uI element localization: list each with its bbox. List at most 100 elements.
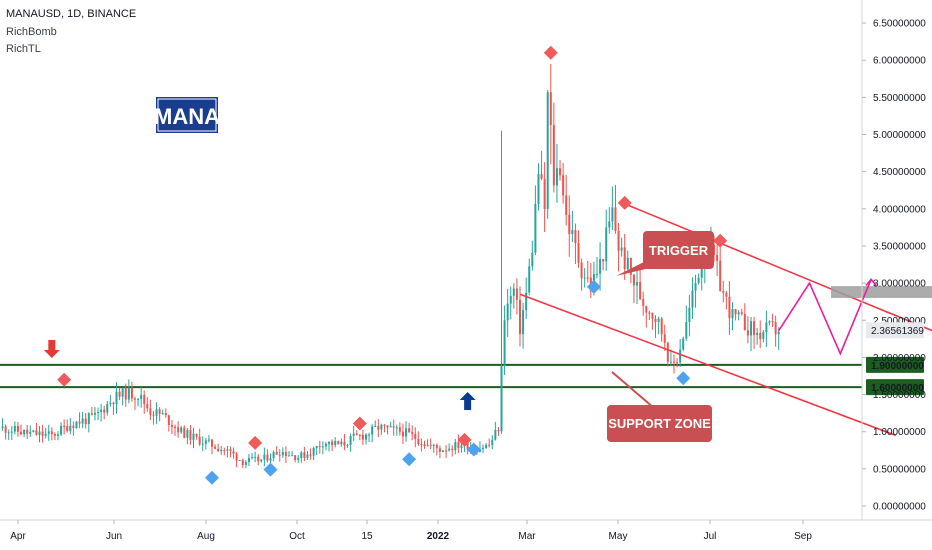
candle <box>266 449 269 463</box>
candle-body <box>124 388 127 400</box>
candle-body <box>491 439 494 446</box>
candle-body <box>247 457 250 462</box>
candle <box>38 426 41 443</box>
candle-body <box>235 453 238 461</box>
candle <box>740 308 743 316</box>
candle-body <box>69 425 72 432</box>
candle-body <box>63 425 66 427</box>
candle-body <box>725 292 728 297</box>
candle-body <box>629 257 632 275</box>
candle <box>386 425 389 435</box>
candle <box>580 258 583 291</box>
candle <box>53 432 56 441</box>
candle <box>574 223 577 264</box>
sell-signal-marker <box>713 233 728 248</box>
candle-body <box>106 403 109 413</box>
candle <box>756 327 759 345</box>
candle <box>195 433 198 440</box>
price-axis[interactable]: 0.00000000 0.50000000 1.00000000 1.50000000… <box>861 0 926 520</box>
candle <box>60 422 63 437</box>
candle <box>331 439 334 452</box>
candle-body <box>334 441 337 446</box>
candle-body <box>485 444 488 448</box>
candle-body <box>214 446 217 449</box>
candle-body <box>303 452 306 458</box>
candle <box>69 418 72 435</box>
candle-body <box>389 426 392 428</box>
candle-body <box>700 264 703 278</box>
candle-body <box>23 429 26 435</box>
support-price-label: 1.90000000 <box>871 361 924 372</box>
candle-body <box>457 442 460 448</box>
candle-body <box>685 321 688 339</box>
sell-signal-marker <box>352 416 367 431</box>
support-price-badge <box>866 356 924 373</box>
indicator-richtl[interactable]: RichTL <box>6 43 41 55</box>
candle <box>432 443 435 453</box>
candle-body <box>648 312 651 314</box>
x-tick-label: Apr <box>10 531 26 542</box>
candle-body <box>112 402 115 405</box>
candle <box>679 339 682 368</box>
candle <box>485 443 488 449</box>
trigger-zone-box[interactable] <box>831 286 932 298</box>
candle <box>398 422 401 436</box>
projection-path[interactable] <box>778 279 872 356</box>
candle <box>586 260 589 283</box>
candle <box>315 446 318 455</box>
candle <box>226 445 229 458</box>
candle-body <box>266 454 269 461</box>
candle <box>518 286 521 347</box>
support-zone-label: SUPPORT ZONE <box>608 416 711 431</box>
candle <box>488 438 491 448</box>
candle <box>343 433 346 451</box>
candle-body <box>688 307 691 322</box>
candle-body <box>432 444 435 446</box>
candle-body <box>423 444 426 447</box>
candle <box>177 421 180 438</box>
channel-line[interactable] <box>627 204 932 354</box>
candle-body <box>568 214 571 235</box>
candle <box>614 184 617 234</box>
candle <box>728 281 731 335</box>
candle-body <box>170 425 173 427</box>
y-tick-label: 5.00000000 <box>873 130 926 141</box>
candle-body <box>331 441 334 446</box>
candle-body <box>549 92 552 126</box>
candle <box>41 424 44 443</box>
candle-body <box>586 277 589 279</box>
candle <box>642 291 645 316</box>
time-axis[interactable]: Apr Jun Aug Oct 15 2022 Mar May Jul Sep <box>0 519 932 542</box>
candle <box>297 455 300 463</box>
candle <box>682 336 685 352</box>
candle <box>559 159 562 181</box>
indicator-richbomb[interactable]: RichBomb <box>6 26 57 38</box>
candle <box>691 277 694 319</box>
candle-body <box>571 230 574 235</box>
candle <box>401 423 404 444</box>
candle <box>448 443 451 452</box>
candle-body <box>309 454 312 456</box>
candle <box>324 441 327 451</box>
candle <box>608 207 611 234</box>
channel-line[interactable] <box>519 293 897 437</box>
trigger-callout-box[interactable] <box>643 231 714 269</box>
candle-body <box>1 426 4 428</box>
candle <box>512 283 515 309</box>
sell-signal-marker <box>57 372 72 387</box>
candle-body <box>300 452 303 459</box>
candle <box>374 420 377 428</box>
candle <box>364 433 367 445</box>
candle-body <box>728 296 731 319</box>
candle <box>294 455 297 463</box>
candle-body <box>565 195 568 215</box>
candle <box>10 426 13 440</box>
candle-body <box>417 439 420 444</box>
candle <box>762 329 765 343</box>
x-tick-label: Aug <box>197 531 215 542</box>
candle <box>383 424 386 433</box>
support-zone-callout-box[interactable] <box>607 405 712 442</box>
candle-body <box>562 175 565 196</box>
